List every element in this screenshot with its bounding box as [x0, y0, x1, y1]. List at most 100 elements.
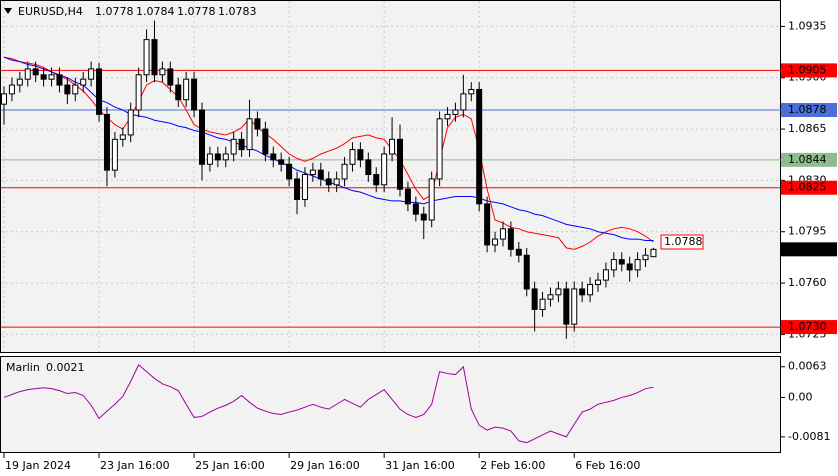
level-label-box: [781, 180, 837, 195]
candle-body: [238, 138, 245, 151]
candle-body: [103, 113, 110, 171]
header-close: 1.0783: [218, 5, 257, 18]
x-tick-label: 23 Jan 16:00: [100, 459, 170, 472]
candle-body: [159, 68, 166, 76]
candle-body: [602, 269, 609, 281]
candle-body: [214, 153, 221, 161]
candle-body: [412, 203, 419, 215]
candle-body: [24, 68, 31, 80]
candle-body: [595, 279, 601, 286]
candle-body: [381, 153, 388, 186]
candle-body: [16, 78, 23, 86]
x-tick-label: 29 Jan 16:00: [290, 459, 360, 472]
candle-body: [468, 88, 475, 95]
candle-body: [389, 138, 396, 155]
candle-body: [48, 74, 55, 80]
candle-body: [72, 84, 79, 95]
main-panel: [0, 0, 781, 353]
candle-body: [428, 178, 435, 221]
candle-body: [357, 149, 364, 161]
level-label: 1.0905: [788, 63, 827, 76]
candle-body: [175, 84, 182, 101]
menu-triangle: [4, 8, 12, 14]
candle-body: [626, 263, 633, 271]
candle-body: [436, 118, 443, 180]
y-tick-label: 1.0795: [788, 225, 827, 238]
candle-body: [642, 254, 649, 261]
candle-body: [56, 74, 63, 86]
level-label-box: [781, 152, 837, 167]
candle-body: [349, 149, 356, 165]
candle-body: [1, 93, 7, 105]
indicator-title: Marlin: [6, 361, 40, 374]
y-tick-label: 1.0935: [788, 19, 827, 32]
candle-body: [135, 74, 142, 111]
y-tick-label: -0.0081: [788, 430, 830, 443]
candle-body: [476, 88, 483, 205]
candle-body: [262, 128, 269, 155]
candle-body: [286, 163, 293, 180]
indicator-line: [3, 56, 654, 250]
header-high: 1.0784: [136, 5, 175, 18]
indicator-line: [3, 363, 654, 444]
candle-body: [183, 78, 190, 101]
level-label: 1.0844: [788, 153, 827, 166]
candle-body: [587, 284, 594, 296]
level-label: 1.0730: [788, 320, 827, 333]
candle-body: [365, 159, 372, 176]
x-tick-label: 19 Jan 2024: [5, 459, 71, 472]
candle-body: [8, 84, 15, 95]
candle-body: [111, 138, 118, 171]
indicator-panel: [0, 356, 781, 453]
candle-body: [278, 159, 285, 165]
candle-body: [507, 228, 514, 250]
candle-body: [492, 238, 499, 246]
candle-body: [80, 78, 87, 86]
level-label-box: [781, 63, 837, 78]
price-label: 1.0783: [788, 242, 827, 255]
x-tick-label: 6 Feb 16:00: [575, 459, 640, 472]
candle-body: [270, 153, 277, 161]
candle-body: [254, 118, 261, 130]
y-tick-label: 1.0865: [788, 122, 827, 135]
candle-body: [499, 228, 506, 240]
candle-body: [650, 248, 657, 258]
candle-body: [444, 113, 451, 120]
y-tick-label: 1.0760: [788, 276, 827, 289]
price-label-box: [781, 242, 837, 257]
candle-body: [88, 68, 95, 80]
candle-body: [523, 254, 530, 290]
candle-body: [420, 213, 427, 221]
indicator-value: 0.0021: [46, 361, 85, 374]
candle-body: [571, 288, 578, 325]
candle-body: [341, 163, 348, 180]
candle-body: [143, 39, 150, 76]
candle-body: [191, 78, 198, 111]
candle-body: [397, 138, 403, 190]
candle-body: [32, 68, 39, 76]
candle-body: [333, 178, 340, 186]
header-open: 1.0778: [95, 5, 134, 18]
line-value-box: [660, 234, 704, 250]
header-low: 1.0778: [177, 5, 216, 18]
candle-body: [547, 294, 554, 300]
candle-body: [40, 74, 47, 80]
level-label-box: [781, 103, 837, 117]
candle-body: [634, 259, 641, 271]
candle-body: [222, 153, 229, 161]
candle-body: [230, 138, 237, 155]
candle-body: [610, 259, 617, 271]
x-tick-label: 25 Jan 16:00: [195, 459, 265, 472]
candle-body: [167, 68, 174, 86]
candle-body: [294, 178, 301, 200]
candle-body: [484, 203, 491, 246]
x-tick-label: 31 Jan 16:00: [385, 459, 455, 472]
symbol-title: EURUSD,H4: [18, 5, 83, 18]
candle-body: [151, 39, 158, 76]
candle-body: [309, 169, 316, 176]
level-label-box: [781, 320, 837, 335]
x-tick-label: 2 Feb 16:00: [480, 459, 545, 472]
candle-body: [325, 178, 332, 186]
level-label: 1.0825: [788, 181, 827, 194]
